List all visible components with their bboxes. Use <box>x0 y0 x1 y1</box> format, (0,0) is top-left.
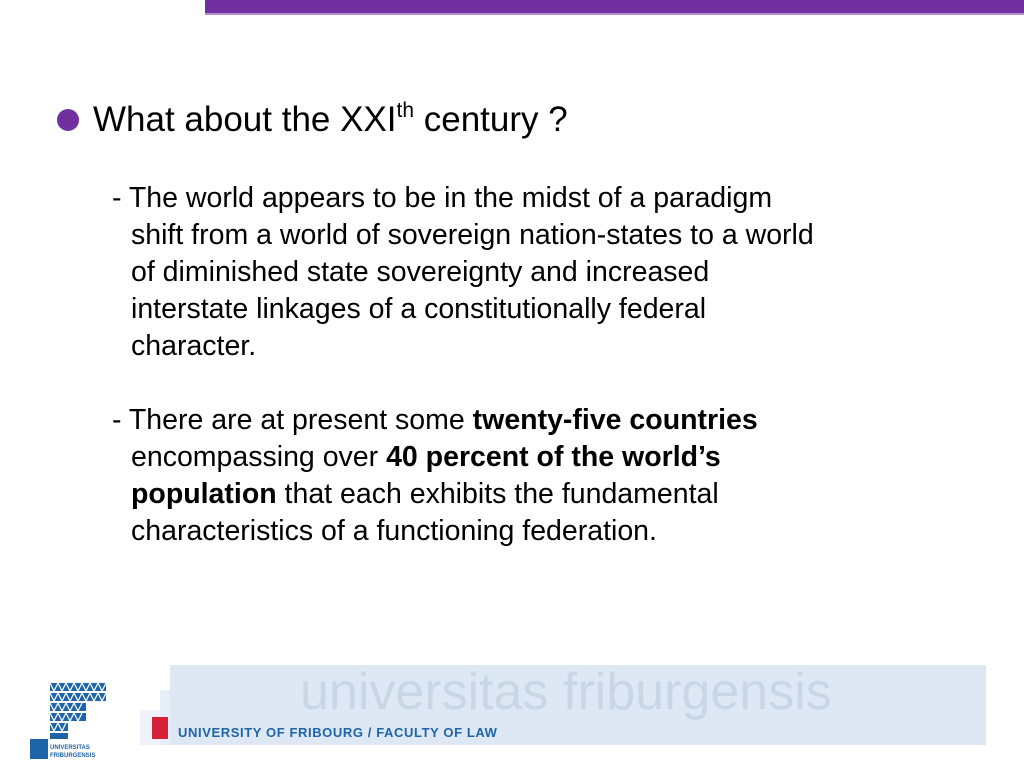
paragraph-federations: - There are at present some twenty-five … <box>112 402 992 550</box>
slide-title: What about the XXIth century ? <box>93 100 568 140</box>
text: that each exhibits the fundamental <box>276 478 719 510</box>
line: shift from a world of sovereign nation-s… <box>131 219 814 251</box>
svg-text:UNIVERSITAS: UNIVERSITAS <box>50 745 90 751</box>
line: characteristics of a functioning federat… <box>131 515 657 547</box>
bold-text: population <box>131 478 277 510</box>
bullet-icon <box>57 109 79 131</box>
bold-text: 40 percent of the world’s <box>386 441 721 473</box>
line: interstate linkages of a constitutionall… <box>131 293 707 325</box>
line: - The world appears to be in the midst o… <box>112 182 773 214</box>
university-logo-icon: UNIVERSITAS FRIBURGENSIS <box>30 683 106 759</box>
bold-text: twenty-five countries <box>472 404 758 436</box>
footer-watermark: universitas friburgensis <box>300 663 832 721</box>
footer-band <box>170 665 986 745</box>
text: encompassing over <box>131 441 387 473</box>
line: of diminished state sovereignty and incr… <box>131 256 710 288</box>
title-superscript: th <box>396 99 415 122</box>
title-text: What about the XXI <box>93 100 397 139</box>
line: population that each exhibits the fundam… <box>112 476 992 513</box>
line: character. <box>131 330 257 362</box>
institution-name: UNIVERSITY OF FRIBOURG / FACULTY OF LAW <box>178 725 498 740</box>
line: encompassing over 40 percent of the worl… <box>112 439 992 476</box>
top-accent-bar <box>205 0 1024 15</box>
text: - There are at present some <box>112 404 473 436</box>
title-rest: century ? <box>414 100 568 139</box>
svg-text:FRIBURGENSIS: FRIBURGENSIS <box>50 753 95 759</box>
paragraph-paradigm-shift: - The world appears to be in the midst o… <box>112 180 992 365</box>
line: - There are at present some twenty-five … <box>112 404 758 436</box>
red-square-icon <box>152 717 168 739</box>
